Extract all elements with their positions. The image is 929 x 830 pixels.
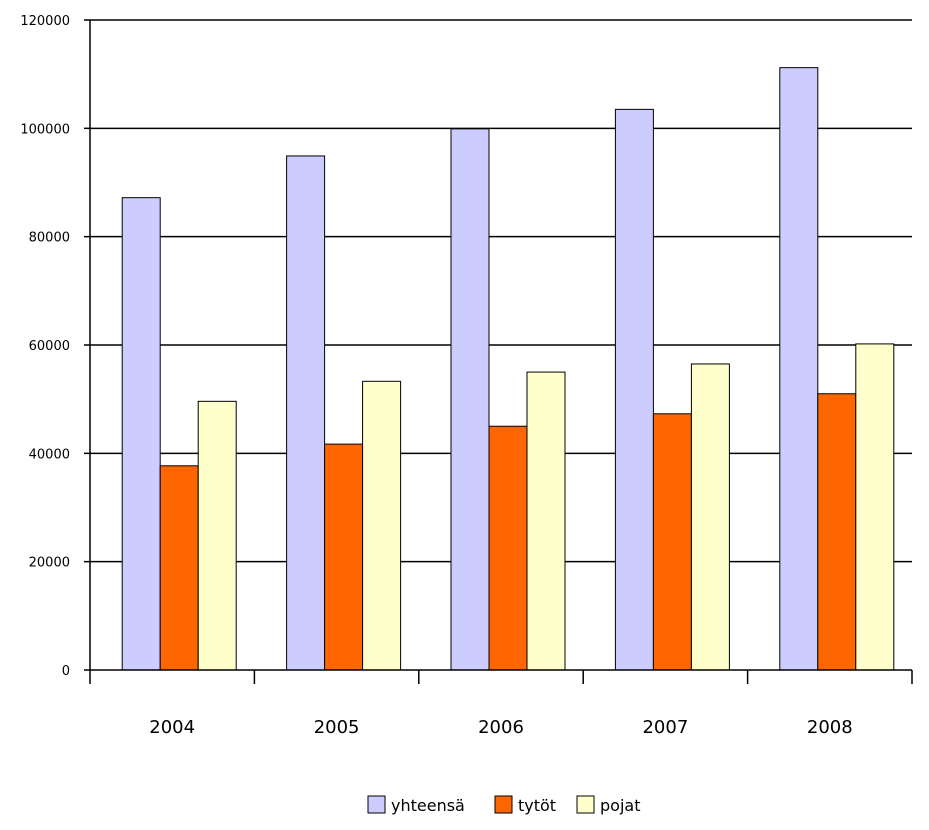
bar: [286, 155, 326, 671]
bar: [779, 67, 819, 671]
x-tick-label: 2007: [642, 717, 688, 738]
legend-swatch: [367, 795, 386, 814]
x-axis-tick-labels: 2004 2005 2006 2007 2008: [149, 717, 852, 738]
bar: [817, 393, 857, 671]
legend-label: pojat: [600, 796, 640, 815]
legend: yhteensä tytöt pojat: [367, 795, 640, 815]
bar: [324, 443, 364, 671]
x-tick-label: 2005: [314, 717, 360, 738]
bar: [526, 371, 566, 671]
legend-swatch: [576, 795, 595, 814]
bars: [121, 67, 895, 671]
bar: [614, 108, 654, 671]
y-tick-label: 0: [62, 664, 70, 679]
y-tick-label: 120000: [20, 14, 70, 29]
y-tick-label: 20000: [29, 556, 70, 571]
bar: [450, 128, 490, 671]
bar: [488, 425, 528, 671]
bar: [362, 380, 402, 671]
bar: [690, 363, 730, 671]
x-tick-label: 2006: [478, 717, 524, 738]
y-tick-label: 40000: [29, 447, 70, 462]
y-axis-tick-labels: 0 20000 40000 60000 80000 100000 120000: [20, 14, 70, 679]
x-tick-label: 2004: [149, 717, 195, 738]
legend-label: yhteensä: [391, 796, 465, 815]
bar: [159, 465, 199, 671]
legend-label: tytöt: [518, 796, 556, 815]
bar: [855, 343, 895, 671]
bar: [652, 413, 692, 671]
x-tick-label: 2008: [807, 717, 853, 738]
axes: [84, 19, 913, 684]
y-tick-label: 100000: [20, 122, 70, 137]
bar: [121, 197, 161, 671]
bar: [197, 400, 237, 671]
y-tick-label: 80000: [29, 231, 70, 246]
legend-swatch: [494, 795, 513, 814]
y-tick-label: 60000: [29, 339, 70, 354]
